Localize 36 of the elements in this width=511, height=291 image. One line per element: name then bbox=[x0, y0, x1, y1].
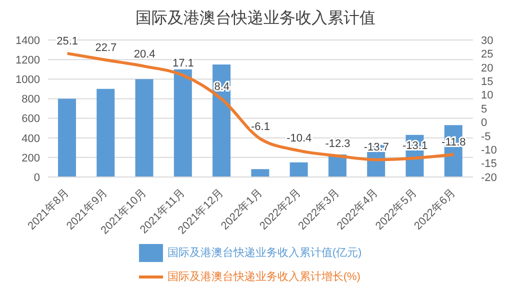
y-tick-label: 400 bbox=[22, 132, 40, 145]
bar bbox=[251, 169, 270, 177]
chart-title: 国际及港澳台快递业务收入累计值 bbox=[134, 8, 376, 29]
y-tick-label: 800 bbox=[22, 94, 40, 106]
bar bbox=[96, 88, 115, 177]
legend-label: 国际及港澳台快递业务收入累计值(亿元) bbox=[167, 246, 362, 259]
y2-tick-label: 30 bbox=[481, 34, 494, 47]
y-tick-label: 200 bbox=[22, 152, 40, 164]
y2-tick-label: 25 bbox=[481, 48, 494, 61]
bar bbox=[290, 162, 308, 177]
y2-tick-label: -20 bbox=[481, 172, 497, 184]
y2-tick-label: -10 bbox=[481, 144, 497, 157]
bar bbox=[174, 69, 192, 177]
y-tick-label: 1400 bbox=[16, 34, 40, 47]
data-label: 22.7 bbox=[95, 42, 117, 54]
data-label: 20.4 bbox=[134, 48, 156, 60]
data-label: 25.1 bbox=[56, 35, 78, 48]
data-label: 17.1 bbox=[172, 57, 194, 70]
y-tick-label: 1000 bbox=[16, 74, 40, 86]
data-label: 8.4 bbox=[214, 81, 230, 94]
y-tick-label: 0 bbox=[34, 172, 40, 184]
y-tick-label: 600 bbox=[22, 113, 40, 126]
y2-tick-label: -5 bbox=[481, 130, 491, 143]
y2-tick-label: 10 bbox=[481, 90, 494, 102]
y-tick-label: 1200 bbox=[16, 54, 40, 66]
y2-tick-label: 5 bbox=[481, 103, 488, 116]
data-label: -10.4 bbox=[286, 132, 312, 145]
y2-tick-label: 15 bbox=[481, 76, 494, 88]
data-label: -6.1 bbox=[251, 120, 270, 133]
y2-tick-label: 20 bbox=[481, 62, 494, 74]
y2-tick-label: -15 bbox=[481, 158, 497, 170]
bar bbox=[135, 79, 154, 177]
legend-label: 国际及港澳台快递业务收入累计增长(%) bbox=[167, 270, 360, 283]
bar bbox=[58, 98, 76, 177]
data-label: -12.3 bbox=[325, 138, 350, 150]
y2-tick-label: 0 bbox=[481, 117, 488, 130]
